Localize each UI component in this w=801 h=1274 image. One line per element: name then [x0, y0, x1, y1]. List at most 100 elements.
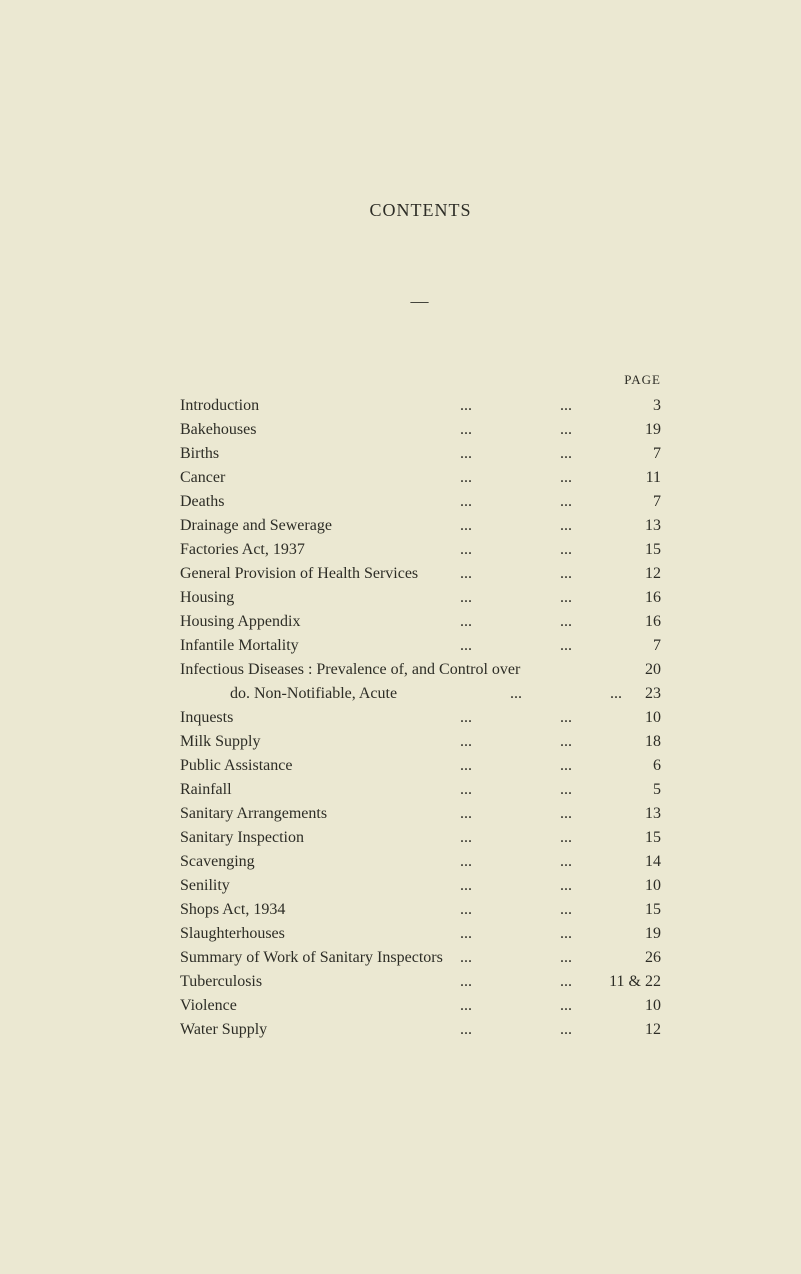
entry-page: 20 [601, 658, 661, 682]
leader-dots: ... [560, 778, 601, 802]
entry-label: Introduction [180, 394, 460, 418]
leader-dots: ... [460, 1018, 560, 1042]
entry-label: Infantile Mortality [180, 634, 460, 658]
entry-label: Senility [180, 874, 460, 898]
leader-dots: ... [560, 394, 601, 418]
contents-entry: do. Non-Notifiable, Acute......23 [180, 682, 661, 706]
entry-page: 5 [601, 778, 661, 802]
contents-title: CONTENTS [180, 200, 661, 221]
leader-dots: ... [560, 562, 601, 586]
entry-label: Violence [180, 994, 460, 1018]
leader-dots: ... [460, 610, 560, 634]
entry-page: 18 [601, 730, 661, 754]
entry-page: 15 [601, 826, 661, 850]
entry-label: Inquests [180, 706, 460, 730]
entry-page: 7 [601, 634, 661, 658]
contents-entry: Deaths......7 [180, 490, 661, 514]
page: CONTENTS — PAGE Introduction......3Bakeh… [0, 0, 801, 1274]
leader-dots: ... [560, 610, 601, 634]
contents-entry: Rainfall......5 [180, 778, 661, 802]
contents-entry: Introduction......3 [180, 394, 661, 418]
entry-page: 12 [601, 1018, 661, 1042]
entry-label: Cancer [180, 466, 460, 490]
entry-label: General Provision of Health Services [180, 562, 460, 586]
leader-dots: ... [560, 586, 601, 610]
leader-dots: ... [460, 466, 560, 490]
entry-page: 7 [601, 442, 661, 466]
entry-page: 26 [601, 946, 661, 970]
leader-dots: ... [560, 466, 601, 490]
entry-label: Births [180, 442, 460, 466]
entry-label: Summary of Work of Sanitary Inspectors [180, 946, 460, 970]
leader-dots: ... [460, 778, 560, 802]
leader-dots: ... [460, 802, 560, 826]
leader-dots: ... [560, 994, 601, 1018]
entry-label: Factories Act, 1937 [180, 538, 460, 562]
entry-page: 16 [601, 586, 661, 610]
contents-entry: Violence......10 [180, 994, 661, 1018]
leader-dots: ... [460, 994, 560, 1018]
entry-label: do. Non-Notifiable, Acute [180, 682, 510, 706]
contents-entry: Sanitary Inspection......15 [180, 826, 661, 850]
entry-page: 13 [601, 514, 661, 538]
contents-entry: Factories Act, 1937......15 [180, 538, 661, 562]
leader-dots: ... [560, 970, 581, 994]
contents-entry: Scavenging......14 [180, 850, 661, 874]
leader-dots: ... [560, 634, 601, 658]
entry-page: 10 [601, 994, 661, 1018]
entry-page: 10 [601, 874, 661, 898]
contents-entry: Shops Act, 1934......15 [180, 898, 661, 922]
entry-page: 10 [601, 706, 661, 730]
entry-label: Sanitary Inspection [180, 826, 460, 850]
entry-page: 14 [601, 850, 661, 874]
contents-entry: Births......7 [180, 442, 661, 466]
leader-dots: ... [460, 754, 560, 778]
entry-label: Tuberculosis [180, 970, 460, 994]
leader-dots: ... [560, 922, 601, 946]
contents-entry: General Provision of Health Services....… [180, 562, 661, 586]
entry-label: Bakehouses [180, 418, 460, 442]
leader-dots: ... [460, 826, 560, 850]
entry-page: 13 [601, 802, 661, 826]
contents-entry: Infectious Diseases : Prevalence of, and… [180, 658, 661, 682]
entry-page: 7 [601, 490, 661, 514]
leader-dots: ... [460, 586, 560, 610]
entry-label: Slaughterhouses [180, 922, 460, 946]
entry-page: 19 [601, 922, 661, 946]
leader-dots: ... [460, 898, 560, 922]
leader-dots: ... [460, 394, 560, 418]
leader-dots: ... [560, 874, 601, 898]
leader-dots: ... [460, 922, 560, 946]
leader-dots: ... [560, 850, 601, 874]
entry-page: 23 [622, 682, 661, 706]
leader-dots: ... [460, 634, 560, 658]
entry-page: 19 [601, 418, 661, 442]
entry-page: 16 [601, 610, 661, 634]
leader-dots: ... [560, 490, 601, 514]
contents-entry: Cancer......11 [180, 466, 661, 490]
entries-list: Introduction......3Bakehouses......19Bir… [180, 394, 661, 1042]
leader-dots: ... [460, 706, 560, 730]
contents-entry: Housing......16 [180, 586, 661, 610]
leader-dots: ... [610, 682, 622, 706]
page-column-header: PAGE [581, 372, 661, 388]
contents-entry: Inquests......10 [180, 706, 661, 730]
leader-dots: ... [460, 562, 560, 586]
header-spacer [180, 372, 581, 388]
leader-dots: ... [510, 682, 610, 706]
separator-dash: — [180, 291, 661, 312]
leader-dots: ... [560, 514, 601, 538]
contents-entry: Drainage and Sewerage......13 [180, 514, 661, 538]
leader-dots: ... [560, 730, 601, 754]
entry-label: Housing Appendix [180, 610, 460, 634]
leader-dots: ... [560, 754, 601, 778]
entry-label: Public Assistance [180, 754, 460, 778]
leader-dots: ... [460, 946, 560, 970]
contents-entry: Tuberculosis......11 & 22 [180, 970, 661, 994]
entry-label: Water Supply [180, 1018, 460, 1042]
header-row: PAGE [180, 372, 661, 388]
leader-dots: ... [560, 418, 601, 442]
contents-entry: Sanitary Arrangements......13 [180, 802, 661, 826]
leader-dots: ... [560, 802, 601, 826]
contents-entry: Slaughterhouses......19 [180, 922, 661, 946]
